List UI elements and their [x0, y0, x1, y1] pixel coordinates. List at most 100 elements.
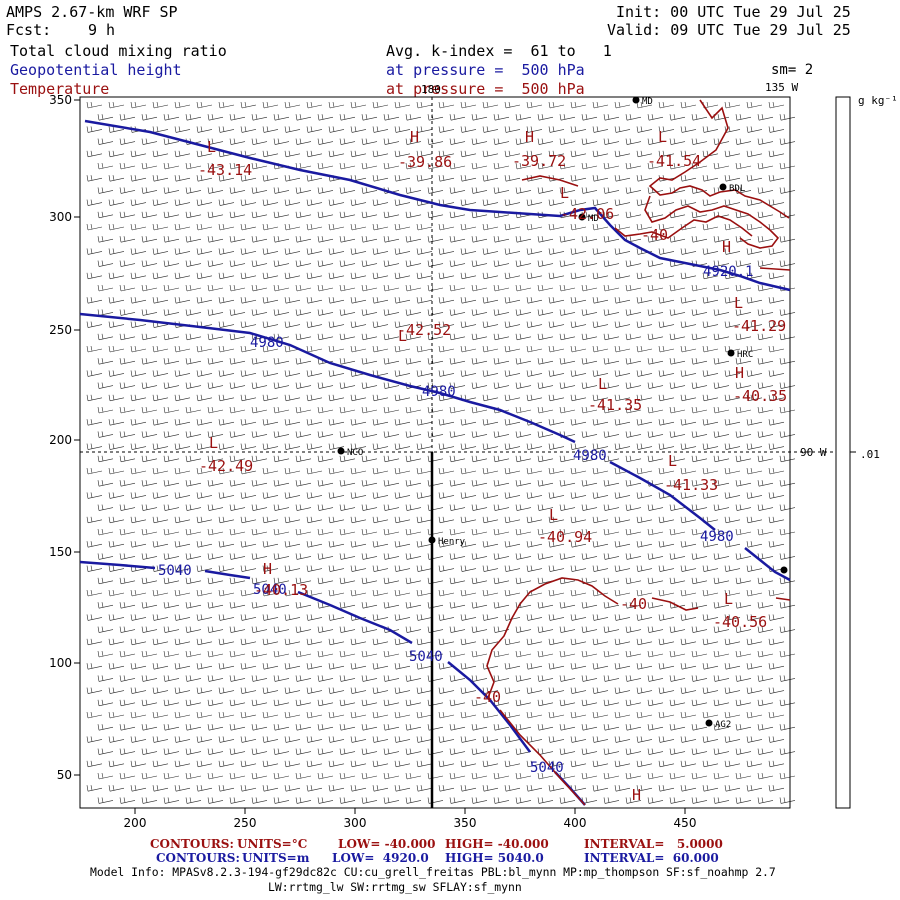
wind-barb [86, 101, 103, 109]
wind-barb [526, 199, 543, 206]
station-label: BDL [729, 184, 745, 194]
wind-barb [680, 663, 697, 670]
wind-barb [680, 370, 697, 377]
temperature-label: H [722, 238, 731, 256]
wind-barb [295, 333, 312, 341]
wind-barb [713, 333, 730, 341]
y-tick-label: 250 [49, 323, 72, 337]
wind-barb [251, 480, 268, 487]
wind-barb [295, 211, 312, 219]
wind-barb [669, 772, 686, 780]
wind-barb [504, 101, 521, 109]
wind-barb [493, 187, 510, 194]
wind-barb [636, 297, 653, 304]
wind-barb [636, 541, 653, 548]
wind-barb [779, 650, 796, 658]
wind-barb [97, 650, 114, 658]
wind-barb [504, 150, 521, 158]
wind-barb [526, 516, 543, 524]
wind-barb [625, 650, 642, 658]
wind-barb [537, 187, 554, 194]
wind-barb [537, 602, 554, 609]
wind-barb [614, 101, 631, 109]
wind-barb [482, 394, 499, 402]
temperature-label: H [263, 560, 272, 578]
wind-barb [625, 602, 642, 609]
wind-barb [350, 541, 367, 548]
wind-barb [405, 455, 422, 463]
wind-barb [152, 443, 169, 450]
wind-barb [691, 114, 708, 121]
wind-barb [559, 382, 576, 389]
wind-barb [680, 443, 697, 450]
wind-barb [779, 162, 796, 170]
wind-barb [746, 614, 763, 621]
wind-barb [328, 760, 345, 768]
wind-barb [86, 126, 103, 133]
wind-barb [746, 345, 763, 353]
wind-barb [603, 480, 620, 487]
wind-barb [273, 406, 290, 414]
wind-barb [273, 309, 290, 316]
wind-barb [405, 675, 422, 682]
station-marker [337, 447, 345, 455]
wind-barb [460, 541, 477, 548]
wind-barb [328, 126, 345, 133]
wind-barb [295, 187, 312, 194]
wind-barb [361, 309, 378, 316]
wind-barb [317, 480, 334, 487]
wind-barb [482, 785, 499, 792]
wind-barb [295, 626, 312, 633]
wind-barb [306, 370, 323, 377]
wind-barb [669, 284, 686, 292]
wind-barb [240, 345, 257, 353]
wind-barb [625, 699, 642, 707]
wind-barb [449, 211, 466, 219]
wind-barb [515, 626, 532, 633]
wind-barb [548, 223, 565, 231]
wind-barb [581, 480, 598, 487]
wind-barb [713, 114, 730, 121]
wind-barb [372, 565, 389, 572]
wind-barb [174, 272, 191, 280]
wind-barb [757, 650, 774, 658]
wind-barb [625, 504, 642, 511]
wind-barb [471, 772, 488, 780]
wind-barb [625, 333, 642, 341]
wind-barb [295, 114, 312, 121]
wind-barb [240, 589, 257, 597]
wind-barb [207, 358, 224, 365]
wind-barb [614, 248, 631, 255]
wind-barb [757, 284, 774, 292]
wind-barb [581, 406, 598, 414]
wind-barb [97, 455, 114, 463]
model-info: Model Info: MPASv8.2.3-194-gf29dc82c CU:… [90, 865, 776, 879]
wind-barb [471, 699, 488, 707]
wind-barb [724, 541, 741, 548]
wind-barb [174, 589, 191, 597]
wind-barb [174, 345, 191, 353]
wind-barb [581, 284, 598, 292]
wind-barb [306, 492, 323, 499]
wind-barb [735, 162, 752, 170]
wind-barb [449, 358, 466, 365]
wind-barb [702, 785, 719, 792]
wind-barb [416, 272, 433, 280]
wind-barb [548, 541, 565, 548]
station-marker [705, 719, 713, 727]
wind-barb [394, 467, 411, 475]
wind-barb [273, 528, 290, 536]
wind-barb [284, 516, 301, 524]
wind-barb [636, 614, 653, 621]
wind-barb [746, 248, 763, 255]
wind-barb [482, 638, 499, 646]
wind-barb [361, 431, 378, 438]
wind-barb [372, 736, 389, 743]
station-marker [727, 349, 735, 357]
wind-barb [350, 126, 367, 133]
temperature-label: L [658, 128, 667, 146]
wind-barb [130, 516, 147, 524]
wind-barb [757, 504, 774, 511]
wind-barb [427, 187, 444, 194]
wind-barb [482, 272, 499, 280]
